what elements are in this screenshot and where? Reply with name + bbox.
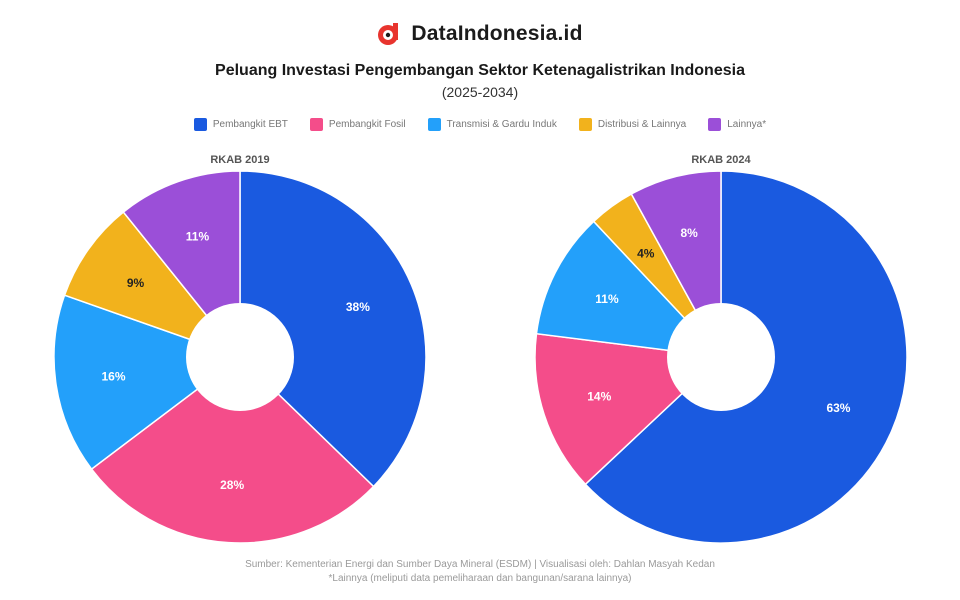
legend-label: Distribusi & Lainnya bbox=[597, 119, 687, 130]
chart-subtitle: (2025-2034) bbox=[441, 84, 519, 100]
donut-hole bbox=[186, 303, 294, 411]
legend-item: Pembangkit Fosil bbox=[309, 118, 406, 131]
legend-label: Transmisi & Gardu Induk bbox=[446, 119, 557, 130]
slice-data-label: 4% bbox=[637, 246, 655, 260]
slice-data-label: 63% bbox=[826, 401, 850, 415]
chart-title: Peluang Investasi Pengembangan Sektor Ke… bbox=[215, 62, 745, 79]
legend: Pembangkit EBT Pembangkit Fosil Transmis… bbox=[0, 118, 960, 131]
slice-data-label: 16% bbox=[101, 370, 125, 384]
slice-data-label: 38% bbox=[346, 300, 370, 314]
pie-slice bbox=[239, 170, 427, 488]
legend-item: Lainnya* bbox=[708, 118, 766, 131]
legend-swatch bbox=[427, 118, 441, 131]
pie-slice bbox=[53, 294, 242, 471]
pie-slice bbox=[535, 220, 723, 359]
slice-data-label: 11% bbox=[186, 229, 210, 243]
footnote-text: *Lainnya (meliputi data pemeliharaan dan… bbox=[328, 573, 632, 584]
legend-label: Pembangkit Fosil bbox=[328, 119, 406, 130]
source-note: Sumber: Kementerian Energi dan Sumber Da… bbox=[0, 558, 960, 586]
slice-data-label: 11% bbox=[595, 292, 619, 306]
legend-swatch bbox=[578, 118, 592, 131]
legend-swatch bbox=[708, 118, 722, 131]
legend-item: Distribusi & Lainnya bbox=[578, 118, 687, 131]
dataindonesia-logo-icon bbox=[378, 23, 399, 45]
source-text: Sumber: Kementerian Energi dan Sumber Da… bbox=[245, 559, 715, 570]
slice-data-label: 28% bbox=[220, 478, 244, 492]
legend-label: Pembangkit EBT bbox=[212, 119, 288, 130]
legend-label: Lainnya* bbox=[727, 119, 767, 130]
pie-slice bbox=[90, 356, 375, 544]
legend-item: Transmisi & Gardu Induk bbox=[427, 118, 557, 131]
slice-data-label: 8% bbox=[680, 226, 698, 240]
chart-panel-title: RKAB 2019 bbox=[210, 154, 269, 166]
legend-swatch bbox=[193, 118, 207, 131]
slice-data-label: 9% bbox=[127, 276, 145, 290]
legend-item: Pembangkit EBT bbox=[193, 118, 288, 131]
brand-header: DataIndonesia.id bbox=[0, 22, 960, 46]
pie-slice bbox=[122, 170, 241, 360]
donut-hole bbox=[667, 303, 775, 411]
chart-panel-title: RKAB 2024 bbox=[691, 154, 751, 166]
pie-slice bbox=[63, 211, 243, 359]
slice-data-label: 14% bbox=[587, 390, 611, 404]
brand-name: DataIndonesia.id bbox=[411, 22, 583, 45]
legend-swatch bbox=[309, 118, 323, 131]
